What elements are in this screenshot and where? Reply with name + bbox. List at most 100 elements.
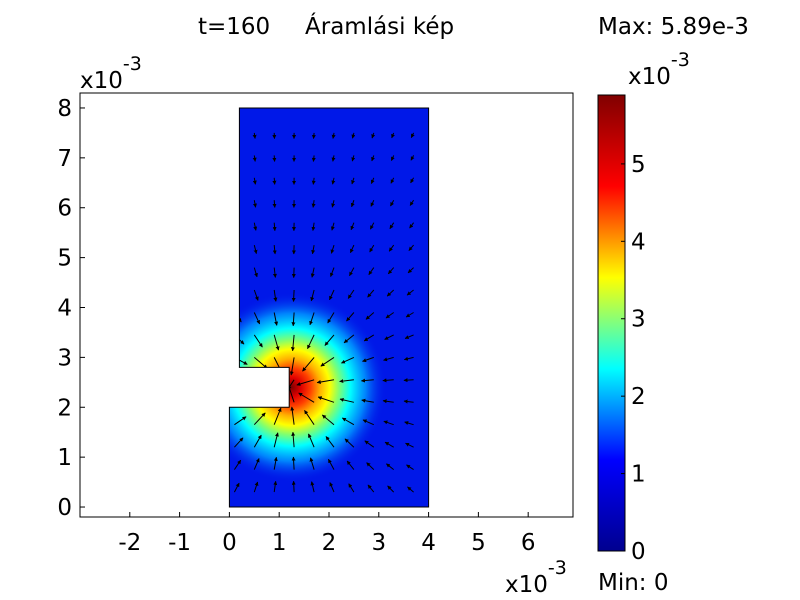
velocity-arrow xyxy=(347,289,355,299)
velocity-arrow xyxy=(405,312,414,318)
velocity-arrow xyxy=(362,419,375,426)
velocity-arrow xyxy=(327,312,335,324)
velocity-arrow xyxy=(405,442,414,448)
y-tick-label: 3 xyxy=(57,345,72,371)
velocity-arrow xyxy=(351,132,356,139)
velocity-arrow xyxy=(253,289,259,301)
velocity-arrow xyxy=(343,334,355,344)
velocity-arrow xyxy=(364,440,375,448)
velocity-arrow xyxy=(272,177,277,185)
velocity-arrow xyxy=(346,460,355,470)
velocity-arrow xyxy=(304,410,315,425)
x-tick-label: -1 xyxy=(168,530,191,556)
velocity-arrow xyxy=(370,177,375,184)
colorbar-tick-label: 1 xyxy=(631,462,646,488)
velocity-arrow xyxy=(331,155,336,162)
y-multiplier-exp: -3 xyxy=(123,53,142,75)
velocity-arrow xyxy=(331,177,336,185)
velocity-arrow xyxy=(363,334,375,342)
colorbar-tick-label: 0 xyxy=(631,539,646,565)
velocity-arrow xyxy=(384,441,394,448)
velocity-arrow xyxy=(302,357,315,372)
velocity-arrow xyxy=(385,312,394,319)
x-tick-label: 5 xyxy=(471,530,486,556)
field-hotspot xyxy=(229,292,387,483)
domain-outline xyxy=(228,107,430,508)
velocity-arrow xyxy=(403,356,414,361)
velocity-arrow xyxy=(252,132,257,139)
velocity-arrow xyxy=(253,312,261,325)
velocity-arrow xyxy=(407,486,414,493)
velocity-arrow xyxy=(273,334,280,351)
velocity-arrow xyxy=(272,267,277,278)
velocity-arrow xyxy=(253,267,258,278)
velocity-arrow xyxy=(272,245,277,255)
x-tick-label: 2 xyxy=(322,530,337,556)
velocity-arrow xyxy=(410,132,415,138)
velocity-arrow xyxy=(350,222,355,231)
velocity-arrow xyxy=(290,334,295,352)
velocity-arrow xyxy=(252,200,257,208)
velocity-arrow xyxy=(252,155,257,162)
velocity-arrow xyxy=(272,222,277,232)
velocity-arrow xyxy=(253,481,259,493)
velocity-arrow xyxy=(349,244,355,254)
velocity-arrow xyxy=(406,289,414,296)
velocity-arrow xyxy=(325,436,335,448)
velocity-arrow xyxy=(308,433,315,448)
velocity-arrow xyxy=(310,481,315,493)
time-label: t=160 xyxy=(198,14,270,40)
velocity-arrow xyxy=(367,289,375,298)
velocity-arrow xyxy=(272,200,277,208)
velocity-arrow xyxy=(331,132,336,139)
velocity-arrow xyxy=(309,312,315,326)
velocity-arrow xyxy=(273,432,279,448)
velocity-arrow xyxy=(366,462,375,470)
velocity-arrow xyxy=(311,132,316,139)
velocity-arrow xyxy=(391,132,395,139)
velocity-arrow xyxy=(387,485,395,493)
velocity-arrow xyxy=(409,222,415,229)
velocity-arrow xyxy=(410,155,415,161)
velocity-arrow xyxy=(291,456,296,470)
velocity-arrow xyxy=(390,177,395,184)
velocity-arrow xyxy=(383,356,394,362)
velocity-arrow xyxy=(330,244,335,254)
x-tick-label: 3 xyxy=(371,530,386,556)
min-label: Min: 0 xyxy=(598,570,669,596)
velocity-arrow xyxy=(406,464,414,471)
velocity-arrow xyxy=(291,289,296,302)
velocity-arrow xyxy=(386,289,395,297)
velocity-arrow xyxy=(311,222,316,231)
x-tick-label: 6 xyxy=(521,530,536,556)
x-multiplier-base: x10 xyxy=(505,572,548,598)
colorbar-tick-label: 3 xyxy=(631,307,646,333)
velocity-arrow xyxy=(344,438,355,448)
colorbar-ticks: 0 1 2 3 4 5 xyxy=(621,152,646,565)
velocity-arrow xyxy=(349,267,355,277)
y-tick-label: 7 xyxy=(57,146,72,172)
colorbar-tick-label: 4 xyxy=(631,229,646,255)
velocity-arrow xyxy=(351,177,355,185)
x-tick-label: -2 xyxy=(118,530,141,556)
colorbar-multiplier-base: x10 xyxy=(628,64,671,90)
velocity-arrow xyxy=(408,244,414,251)
colorbar-multiplier: x10-3 xyxy=(628,49,690,90)
max-label: Max: 5.89e-3 xyxy=(598,14,749,40)
y-axis-ticks: 0 1 2 3 4 5 6 7 8 xyxy=(57,96,85,521)
velocity-arrow xyxy=(234,437,244,448)
colorbar-multiplier-exp: -3 xyxy=(671,49,690,71)
velocity-arrow xyxy=(329,289,335,301)
velocity-arrow xyxy=(253,357,268,369)
velocity-arrow xyxy=(370,199,375,207)
velocity-arrow xyxy=(233,459,242,470)
y-tick-label: 1 xyxy=(57,445,72,471)
colorbar-tick-label: 5 xyxy=(631,152,646,178)
velocity-arrow xyxy=(311,177,316,185)
velocity-arrow xyxy=(307,334,315,350)
velocity-arrow xyxy=(290,406,295,425)
velocity-arrow xyxy=(324,334,335,346)
velocity-arrow xyxy=(382,378,394,383)
velocity-arrow xyxy=(348,483,355,493)
